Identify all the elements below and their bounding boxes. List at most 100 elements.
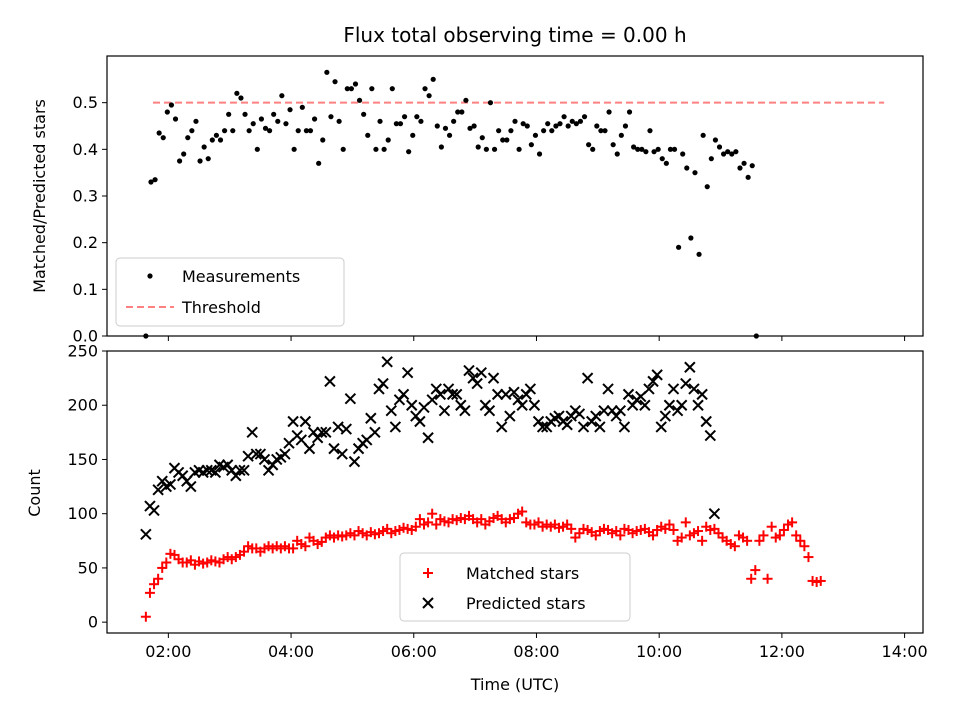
predicted-star-point	[316, 426, 328, 439]
measurement-point	[749, 163, 755, 169]
predicted-star-point	[299, 415, 312, 428]
predicted-star-point	[692, 399, 704, 411]
x-tick-label: 10:00	[636, 642, 682, 661]
measurement-point	[463, 97, 469, 103]
matched-star-point	[791, 530, 802, 541]
predicted-star-point	[303, 442, 316, 455]
measurement-point	[696, 251, 702, 257]
bottom-plot-frame	[106, 350, 924, 634]
measurement-point	[410, 132, 416, 138]
measurement-point	[262, 125, 269, 131]
matched-star-point	[648, 530, 659, 541]
measurement-point	[573, 121, 579, 127]
measurement-point	[704, 184, 710, 190]
measurement-point	[377, 118, 383, 124]
matched-star-point	[787, 517, 798, 528]
measurement-point	[647, 128, 653, 134]
predicted-star-point	[140, 528, 152, 541]
predicted-star-point	[258, 453, 271, 466]
predicted-star-point	[491, 388, 504, 401]
measurement-point	[401, 114, 408, 120]
measurement-point	[164, 109, 170, 115]
measurement-point	[577, 118, 584, 124]
predicted-star-point	[487, 372, 500, 384]
measurement-point	[316, 160, 322, 166]
matched-star-point	[149, 579, 160, 590]
measurement-point	[250, 121, 256, 127]
measurement-point	[221, 128, 228, 134]
measurement-point	[213, 132, 220, 138]
measurement-point	[631, 144, 637, 150]
measurement-point	[541, 128, 547, 134]
measurement-point	[712, 137, 719, 143]
predicted-star-point	[618, 421, 631, 433]
measurement-point	[528, 142, 534, 148]
measurement-point	[692, 170, 698, 176]
top-legend: Measurements Threshold	[115, 257, 345, 327]
legend-threshold-label: Threshold	[181, 298, 261, 317]
measurement-point	[205, 156, 211, 162]
matched-star-point	[140, 611, 151, 622]
measurement-point	[508, 128, 514, 134]
measurement-point	[373, 146, 379, 152]
measurement-point	[536, 151, 543, 157]
predicted-star-point	[504, 410, 516, 422]
measurement-point	[479, 135, 485, 141]
bottom-ytick-label: 100	[67, 504, 98, 523]
predicted-star-point	[377, 377, 389, 390]
x-tick-label: 08:00	[513, 642, 559, 661]
predicted-star-point	[279, 448, 291, 460]
predicted-star-point	[471, 377, 483, 390]
top-axes: Matched/Predicted stars 0.00.10.20.30.40…	[30, 55, 924, 346]
matched-star-point	[746, 573, 757, 584]
matched-star-point	[300, 541, 311, 552]
matched-star-point	[153, 573, 164, 584]
predicted-star-point	[201, 464, 213, 477]
measurement-point	[549, 128, 555, 134]
measurement-point	[303, 128, 309, 134]
predicted-star-point	[295, 434, 307, 446]
measurement-point	[512, 118, 518, 124]
measurement-point	[242, 111, 248, 117]
predicted-star-point	[320, 426, 332, 439]
matched-star-point	[288, 543, 299, 554]
matched-star-point	[774, 530, 785, 541]
matched-star-point	[758, 530, 769, 541]
matched-star-point	[517, 506, 528, 517]
predicted-star-point	[708, 507, 721, 520]
matched-star-point	[431, 519, 442, 530]
measurement-point	[356, 97, 363, 103]
measurement-point	[344, 86, 350, 92]
matched-star-point	[815, 575, 826, 586]
measurement-point	[254, 146, 260, 152]
measurement-point	[504, 137, 510, 143]
measurement-point	[471, 123, 477, 129]
measurement-point	[491, 146, 498, 152]
measurement-point	[328, 114, 334, 120]
predicted-star-point	[516, 399, 528, 411]
measurement-point	[729, 151, 735, 157]
predicted-star-point	[185, 480, 197, 493]
predicted-star-point	[148, 504, 160, 517]
predicted-star-point	[209, 466, 222, 479]
x-tick-label: 02:00	[145, 642, 191, 661]
measurement-point	[336, 118, 342, 124]
measurement-point	[438, 144, 444, 150]
matched-star-point	[729, 541, 740, 552]
predicted-star-point	[234, 464, 246, 477]
x-tick-label: 14:00	[882, 642, 928, 661]
matched-star-point	[566, 523, 577, 534]
measurement-point	[320, 137, 326, 143]
top-legend-box	[115, 257, 345, 327]
predicted-star-point	[475, 366, 487, 379]
measurement-point	[295, 128, 301, 134]
measurement-point	[430, 76, 436, 82]
predicted-star-point	[463, 364, 475, 377]
measurement-point	[332, 79, 338, 85]
predicted-star-point	[389, 421, 402, 433]
legend-measurements-label: Measurements	[182, 267, 300, 286]
measurement-point	[721, 151, 727, 157]
predicted-star-point	[324, 375, 336, 388]
predicted-star-point	[348, 455, 361, 468]
bottom-ytick-label: 0	[88, 613, 98, 632]
